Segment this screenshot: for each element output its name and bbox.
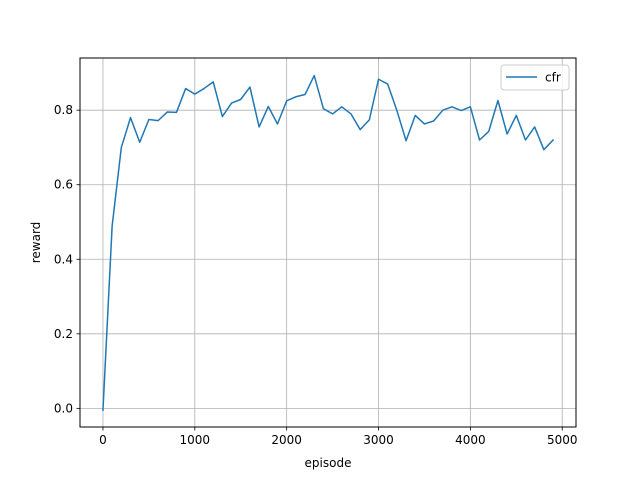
x-tick-label: 1000 <box>180 433 211 447</box>
x-axis-label: episode <box>305 456 352 470</box>
y-tick-label: 0.0 <box>54 401 73 415</box>
plot-frame <box>79 57 577 428</box>
y-tick-label: 0.4 <box>54 252 73 266</box>
x-tick-label: 2000 <box>271 433 302 447</box>
axis-ticks: 0 1000 2000 3000 4000 5000 0.0 0.2 0.4 0.6 0.8 <box>54 103 578 447</box>
y-tick-label: 0.2 <box>54 327 73 341</box>
x-tick-label: 4000 <box>455 433 486 447</box>
y-tick-label: 0.8 <box>54 103 73 117</box>
series-line-cfr <box>102 74 555 412</box>
x-tick-label: 5000 <box>547 433 578 447</box>
y-axis-label: reward <box>29 222 43 264</box>
x-tick-label: 3000 <box>363 433 394 447</box>
legend: cfr <box>500 64 570 91</box>
grid <box>80 58 576 427</box>
legend-label-cfr: cfr <box>545 71 561 85</box>
x-tick-label: 0 <box>99 433 107 447</box>
y-tick-label: 0.6 <box>54 178 73 192</box>
series-lines <box>102 74 555 412</box>
